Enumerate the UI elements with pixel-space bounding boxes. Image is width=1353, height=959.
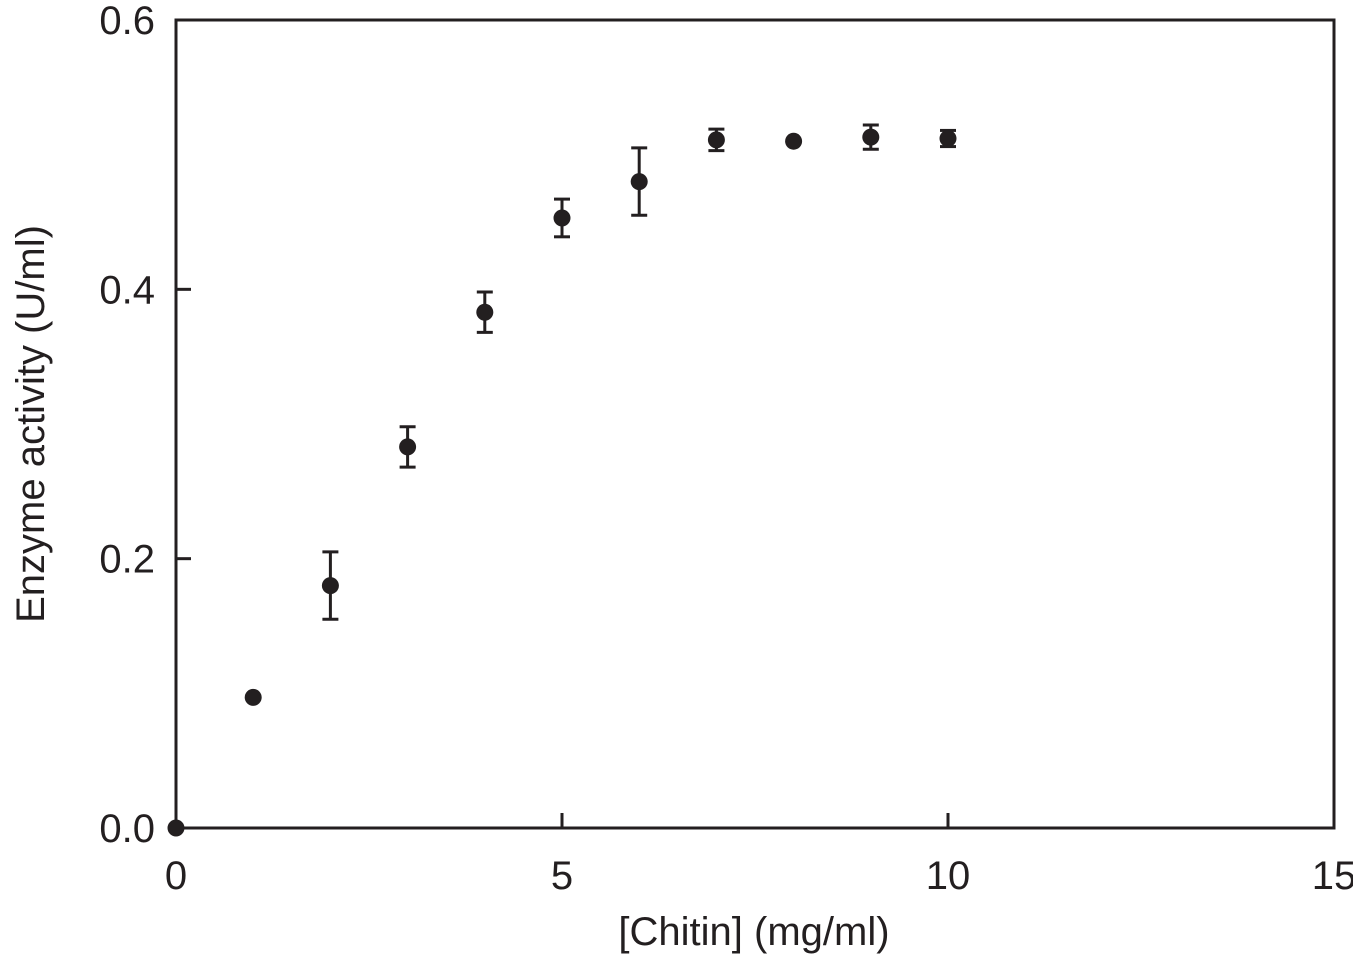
y-tick-label: 0.6 xyxy=(99,0,155,43)
y-tick-label: 0.0 xyxy=(99,807,155,851)
x-axis-label: [Chitin] (mg/ml) xyxy=(618,910,889,954)
data-point xyxy=(862,128,880,146)
plot-frame xyxy=(174,18,1336,830)
x-tick-label: 10 xyxy=(926,854,971,898)
data-point xyxy=(399,438,417,456)
data-point xyxy=(785,132,803,150)
data-point xyxy=(167,819,185,837)
x-tick-label: 15 xyxy=(1312,854,1353,898)
data-point xyxy=(553,209,571,227)
x-tick-label: 0 xyxy=(165,854,187,898)
y-tick-label: 0.2 xyxy=(99,538,155,582)
data-point xyxy=(244,688,262,706)
axes-layer: 0 5 10 15 0.0 0.2 0.4 0.6 xyxy=(99,0,1353,898)
y-tick-label: 0.4 xyxy=(99,268,155,312)
errorbar-layer xyxy=(322,123,956,621)
point-layer xyxy=(167,128,957,837)
y-axis-label: Enzyme activity (U/ml) xyxy=(9,225,53,623)
x-tick-label: 5 xyxy=(551,854,573,898)
data-point xyxy=(476,303,494,321)
data-point xyxy=(939,130,957,148)
data-point xyxy=(707,131,725,149)
data-point xyxy=(321,577,339,595)
data-point xyxy=(630,173,648,191)
